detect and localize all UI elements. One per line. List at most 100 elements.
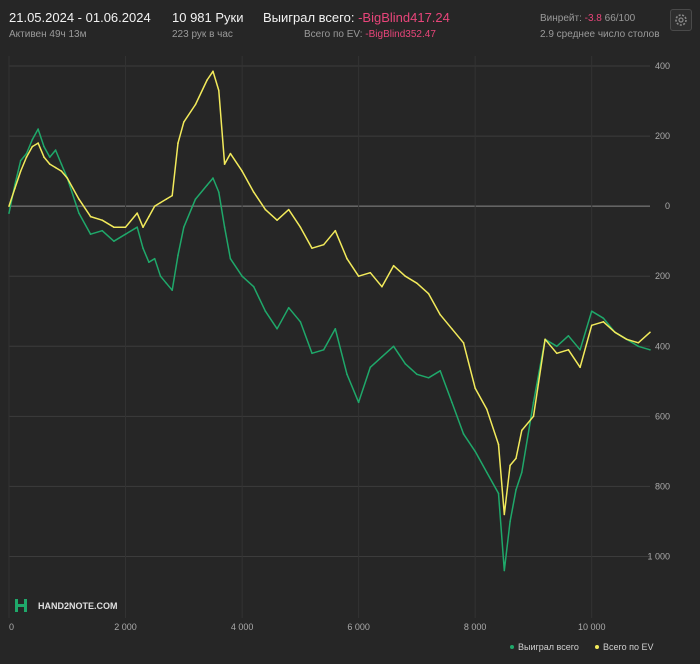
data-point [322,348,325,351]
data-point [637,345,640,348]
active-time: Активен 49ч 13м [9,29,87,40]
data-point [287,306,290,309]
winrate: Винрейт: -3.8 66/100 [540,13,635,24]
data-point [159,275,162,278]
data-point [194,103,197,106]
data-point [555,352,558,355]
gear-icon[interactable] [670,9,692,31]
data-point [89,215,92,218]
data-point [381,285,383,288]
data-point [276,219,278,221]
data-point [509,464,511,467]
data-point [43,156,45,158]
chart-series [8,70,651,572]
avg-tables: 2.9 среднее число столов [540,29,660,40]
data-point [136,226,138,228]
data-point [427,377,430,379]
hands-per-hour: 223 рук в час [172,29,233,40]
data-point [579,348,581,351]
x-tick-label: 6 000 [347,622,370,632]
data-point [369,271,372,274]
data-point [404,275,407,278]
legend-label[interactable]: Выиграл всего [518,642,579,652]
data-point [252,285,255,288]
data-point [299,320,302,323]
data-point [113,240,115,242]
x-tick-label: 8 000 [464,622,487,632]
chart-grid [8,56,650,618]
data-point [287,208,290,211]
data-point [217,89,220,92]
data-point [544,338,546,341]
ev-line [8,70,651,516]
date-range[interactable]: 21.05.2024 - 01.06.2024 [9,10,151,25]
data-point [148,261,150,263]
data-point [31,145,34,148]
legend-label[interactable]: Всего по EV [603,642,653,652]
data-point [346,373,348,376]
data-point [497,443,500,446]
data-point [37,142,39,144]
data-point [212,177,214,179]
x-tick-label: 2 000 [114,622,137,632]
data-point [509,520,511,523]
data-point [602,320,605,323]
data-point [48,156,51,158]
data-point [357,275,360,278]
data-point [614,331,616,334]
hands-count: 10 981 Руки [172,10,244,25]
data-point [602,317,605,320]
data-point [462,433,465,435]
data-point [427,292,430,295]
y-tick-label: 400 [655,61,670,71]
data-point [637,341,640,344]
winrate-label: Винрейт: [540,13,585,24]
data-point [60,163,63,165]
data-point [311,352,313,355]
x-axis-ticks: 0 2 000 4 000 6 000 8 000 10 000 [9,622,605,632]
data-point [322,243,325,246]
data-point [159,201,162,204]
data-point [515,457,517,460]
data-point [416,373,418,376]
data-point [503,513,506,516]
data-point [532,401,535,404]
h2n-logo-icon [15,599,27,612]
data-point [43,145,45,148]
legend-marker [510,645,514,649]
data-point [590,324,593,327]
data-point [19,159,22,162]
data-point [567,348,570,351]
data-point [334,229,337,232]
data-point [206,184,208,186]
data-point [101,229,104,232]
data-point [252,191,255,193]
data-point [124,233,127,235]
data-point [241,275,243,278]
data-point [625,338,628,341]
data-point [8,212,10,214]
x-tick-label: 0 [9,622,14,632]
data-point [521,429,523,432]
data-point [66,177,69,179]
data-point [299,226,302,228]
data-point [206,79,208,81]
data-point [183,121,185,123]
data-point [212,70,214,73]
legend-marker [595,645,599,649]
data-point [503,569,506,572]
y-tick-label: 800 [655,481,670,491]
data-point [474,387,476,390]
data-point [264,310,267,313]
total-ev-label: Всего по EV: [304,29,366,40]
data-point [649,331,651,334]
total-won-label: Выиграл всего: [263,10,359,25]
data-point [264,208,267,211]
data-point [474,450,476,453]
data-point [462,341,465,344]
y-axis-ticks: 400 200 0 200 400 600 800 1 000 [647,61,670,561]
data-point [25,156,28,158]
data-point [31,138,34,141]
series-group [8,70,651,516]
data-point [439,313,442,316]
